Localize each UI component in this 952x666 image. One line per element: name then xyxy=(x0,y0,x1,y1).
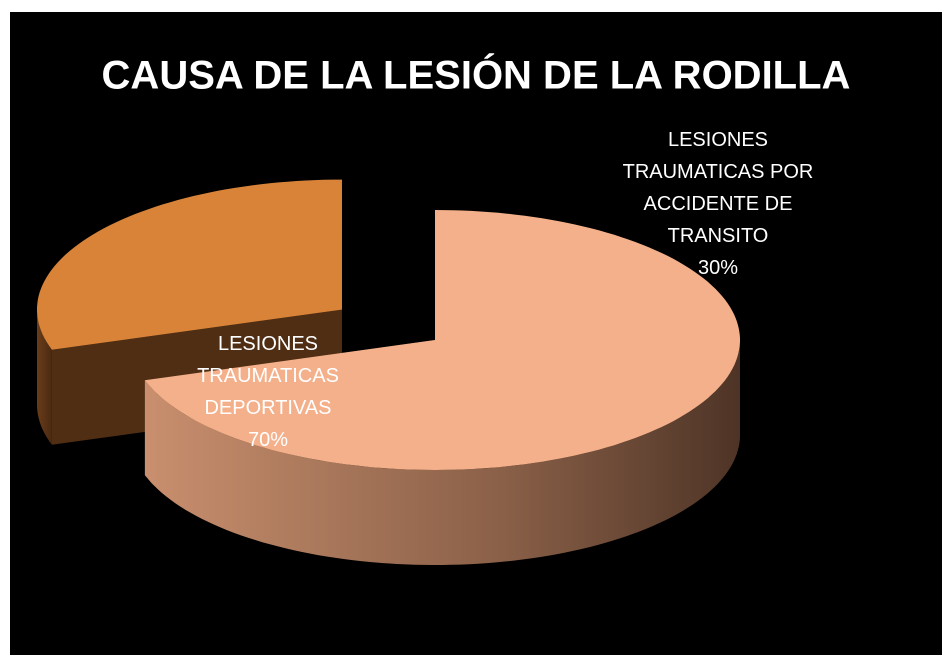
category-label: LESIONES TRAUMATICAS POR ACCIDENTE DE TR… xyxy=(622,129,814,247)
data-label: LESIONES TRAUMATICAS POR ACCIDENTE DE TR… xyxy=(622,129,814,279)
data-label: LESIONES TRAUMATICAS DEPORTIVAS 70% xyxy=(197,333,339,451)
slice-side xyxy=(37,309,52,445)
category-label: LESIONES TRAUMATICAS DEPORTIVAS xyxy=(197,333,339,419)
value-label: 30% xyxy=(697,257,739,279)
slice-side xyxy=(144,340,740,565)
slices xyxy=(37,179,740,565)
labels: LESIONES TRAUMATICAS DEPORTIVAS70%LESION… xyxy=(197,129,814,451)
chart-title: CAUSA DE LA LESIÓN DE LA RODILLA xyxy=(102,52,851,98)
value-label: 70% xyxy=(247,429,289,451)
slice xyxy=(144,210,740,470)
slice xyxy=(37,179,342,350)
